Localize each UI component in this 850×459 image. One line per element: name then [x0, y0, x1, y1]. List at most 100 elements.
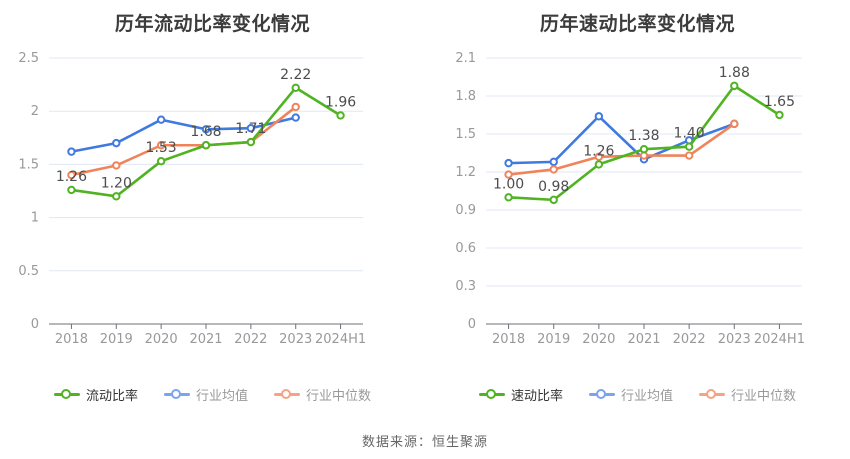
- quick-ratio-chart: 历年速动比率变化情况 0 0.3 0.6 0.9 1.2 1.5 1.8 2.1 2018 201…: [425, 0, 850, 404]
- data-source-text: 数据来源：恒生聚源: [361, 435, 488, 450]
- data-point-label: 1.26: [56, 169, 87, 185]
- legend-item[interactable]: 行业中位数: [274, 385, 371, 404]
- legend-line-marker-icon: [588, 388, 615, 400]
- y-tick-label: 2.5: [18, 51, 39, 66]
- quick-ratio-chart-title: 历年速动比率变化情况: [539, 13, 735, 35]
- legend-item[interactable]: 行业均值: [163, 385, 248, 404]
- data-point-marker: [201, 141, 211, 150]
- data-point-label: 1.53: [146, 140, 177, 156]
- data-point-label: 1.20: [101, 175, 132, 191]
- x-tick-label: 2021: [189, 332, 222, 347]
- legend-label: 行业中位数: [731, 388, 797, 404]
- data-point-marker: [112, 161, 121, 170]
- data-point-marker: [730, 81, 739, 91]
- legend-item[interactable]: 速动比率: [478, 385, 563, 404]
- series-line-1: [70, 116, 298, 153]
- current-ratio-chart-title: 历年流动比率变化情况: [114, 13, 310, 35]
- current-ratio-plot-area: 0 0.5 1 1.5 2 2.5 2018 2019 2020 2021 2022 2023 2024…: [18, 51, 366, 347]
- y-tick-label: 1.8: [455, 89, 476, 104]
- data-point-label: 1.96: [325, 94, 356, 110]
- data-point-marker: [594, 112, 604, 121]
- data-point-marker: [112, 192, 121, 201]
- legend-label: 行业均值: [620, 388, 673, 404]
- legend-line-marker-icon: [274, 388, 300, 400]
- x-tick-label: 2020: [145, 332, 178, 347]
- x-tick-label: 2019: [537, 332, 570, 347]
- data-point-marker: [549, 165, 558, 174]
- legend-item[interactable]: 行业中位数: [699, 385, 796, 404]
- y-tick-label: 0: [31, 317, 39, 332]
- legend-label: 速动比率: [510, 388, 563, 404]
- data-point-marker: [246, 137, 256, 147]
- data-point-marker: [684, 151, 694, 160]
- x-tick-label: 2023: [718, 332, 751, 347]
- legend-label: 行业中位数: [306, 388, 372, 404]
- data-point-marker: [549, 157, 558, 167]
- y-tick-label: 1.2: [455, 165, 476, 180]
- legend-label: 流动比率: [85, 388, 138, 404]
- legend-item[interactable]: 流动比率: [53, 385, 138, 404]
- legend-item[interactable]: 行业均值: [588, 385, 673, 404]
- x-tick-label: 2020: [582, 332, 615, 347]
- current-ratio-legend: 流动比率 行业均值 行业中位数: [53, 385, 371, 404]
- x-tick-label: 2024H1: [754, 332, 805, 347]
- data-point-marker: [594, 152, 604, 162]
- series-line-2: [70, 105, 298, 177]
- data-point-marker: [291, 83, 300, 92]
- x-tick-label: 2021: [627, 332, 660, 347]
- data-point-label: 1.65: [764, 94, 795, 110]
- data-point-marker: [201, 125, 211, 134]
- legend-line-marker-icon: [53, 388, 80, 400]
- y-tick-label: 0.5: [18, 264, 39, 279]
- y-tick-label: 0.3: [455, 279, 476, 294]
- x-tick-label: 2024H1: [315, 332, 366, 347]
- data-point-marker: [730, 119, 739, 129]
- legend-line-marker-icon: [163, 388, 190, 400]
- data-point-marker: [775, 110, 784, 120]
- data-point-marker: [504, 158, 513, 168]
- y-tick-label: 1.5: [455, 127, 476, 142]
- data-point-marker: [67, 185, 76, 195]
- quick-ratio-legend: 速动比率 行业均值 行业中位数: [478, 385, 796, 404]
- x-tick-label: 2018: [492, 332, 525, 347]
- data-point-marker: [246, 124, 256, 133]
- data-point-marker: [639, 145, 649, 154]
- data-point-label: 1.38: [628, 128, 659, 144]
- data-point-marker: [156, 115, 166, 124]
- y-tick-label: 0.6: [455, 241, 476, 256]
- data-point-marker: [156, 141, 166, 150]
- data-point-marker: [549, 195, 558, 205]
- data-point-marker: [594, 160, 604, 169]
- data-point-marker: [291, 113, 300, 122]
- quick-ratio-plot-area: 0 0.3 0.6 0.9 1.2 1.5 1.8 2.1 2018 2019 2020 2021 20…: [455, 51, 805, 347]
- data-point-marker: [67, 147, 76, 156]
- x-tick-label: 2022: [673, 332, 706, 347]
- charts-row: 历年流动比率变化情况 0 0.5 1 1.5 2 2.5 2018 2019 2020 2021 2…: [0, 0, 850, 404]
- x-tick-label: 2019: [100, 332, 133, 347]
- x-tick-label: 2022: [234, 332, 267, 347]
- y-tick-label: 0: [468, 317, 476, 332]
- legend-label: 行业均值: [195, 388, 248, 404]
- x-tick-label: 2018: [55, 332, 88, 347]
- y-tick-label: 2: [31, 104, 39, 119]
- legend-line-marker-icon: [699, 388, 725, 400]
- legend-line-marker-icon: [478, 388, 505, 400]
- data-point-label: 1.88: [719, 65, 750, 81]
- data-point-marker: [112, 138, 121, 148]
- data-point-marker: [67, 170, 76, 180]
- data-point-marker: [504, 170, 513, 179]
- data-point-label: 1.00: [493, 176, 524, 192]
- data-point-label: 1.71: [235, 121, 266, 137]
- y-tick-label: 0.9: [455, 203, 476, 218]
- data-point-label: 0.98: [538, 179, 569, 195]
- data-point-marker: [156, 157, 166, 166]
- data-point-label: 1.40: [674, 126, 705, 142]
- data-point-marker: [684, 142, 694, 151]
- y-tick-label: 1.5: [18, 157, 39, 172]
- data-point-label: 1.68: [190, 124, 221, 140]
- y-tick-label: 2.1: [455, 51, 476, 66]
- current-ratio-chart: 历年流动比率变化情况 0 0.5 1 1.5 2 2.5 2018 2019 2020 2021 2…: [0, 0, 425, 404]
- data-point-marker: [336, 111, 345, 120]
- data-point-marker: [291, 102, 300, 112]
